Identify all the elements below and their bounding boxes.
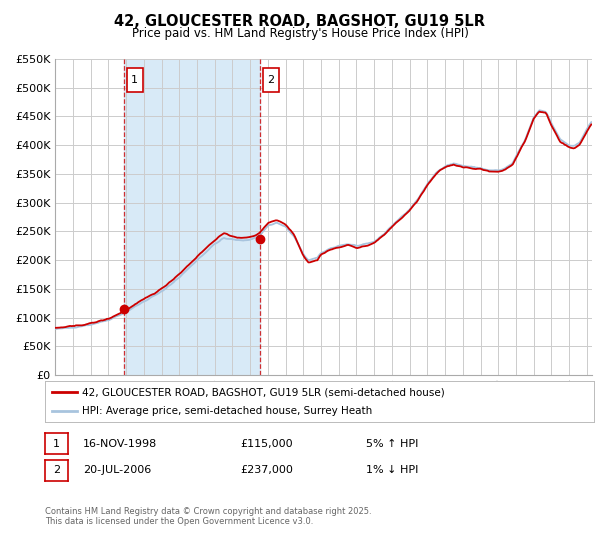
Text: 16-NOV-1998: 16-NOV-1998 [83, 438, 157, 449]
Bar [124, 59, 260, 375]
Text: 1% ↓ HPI: 1% ↓ HPI [366, 465, 418, 475]
Text: 42, GLOUCESTER ROAD, BAGSHOT, GU19 5LR: 42, GLOUCESTER ROAD, BAGSHOT, GU19 5LR [115, 14, 485, 29]
Text: £237,000: £237,000 [240, 465, 293, 475]
Text: £115,000: £115,000 [240, 438, 293, 449]
Text: 1: 1 [53, 438, 60, 449]
Text: Contains HM Land Registry data © Crown copyright and database right 2025.
This d: Contains HM Land Registry data © Crown c… [45, 507, 371, 526]
Bar [127, 68, 143, 92]
Bar [263, 68, 278, 92]
Text: Price paid vs. HM Land Registry's House Price Index (HPI): Price paid vs. HM Land Registry's House … [131, 27, 469, 40]
Text: 20-JUL-2006: 20-JUL-2006 [83, 465, 151, 475]
Text: 2: 2 [267, 75, 274, 85]
Text: 1: 1 [131, 75, 138, 85]
Text: 42, GLOUCESTER ROAD, BAGSHOT, GU19 5LR (semi-detached house): 42, GLOUCESTER ROAD, BAGSHOT, GU19 5LR (… [82, 388, 445, 397]
Text: 5% ↑ HPI: 5% ↑ HPI [366, 438, 418, 449]
Text: 2: 2 [53, 465, 60, 475]
Text: HPI: Average price, semi-detached house, Surrey Heath: HPI: Average price, semi-detached house,… [82, 406, 373, 416]
